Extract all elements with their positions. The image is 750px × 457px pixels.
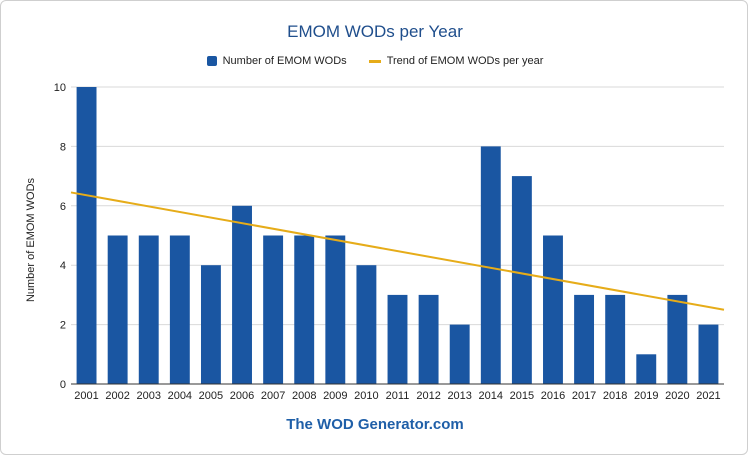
x-tick-label: 2001: [74, 390, 98, 402]
bar: [636, 354, 657, 384]
x-tick-label: 2013: [447, 390, 471, 402]
x-tick-label: 2010: [354, 390, 378, 402]
y-tick-label: 0: [60, 379, 66, 391]
x-tick-label: 2014: [479, 390, 503, 402]
bar: [387, 294, 408, 384]
bar: [480, 146, 501, 384]
x-tick-label: 2002: [105, 390, 129, 402]
y-tick-label: 2: [60, 320, 66, 332]
x-tick-label: 2016: [541, 390, 565, 402]
bar: [667, 294, 688, 384]
bar: [449, 324, 470, 384]
x-tick-label: 2019: [634, 390, 658, 402]
footer-brand: The WOD Generator.com: [286, 416, 464, 433]
x-tick-label: 2018: [603, 390, 627, 402]
legend: Number of EMOM WODs Trend of EMOM WODs p…: [0, 55, 750, 67]
x-tick-label: 2012: [416, 390, 440, 402]
y-tick-label: 6: [60, 201, 66, 213]
legend-trend-swatch: [368, 59, 381, 63]
bar: [169, 235, 190, 384]
x-tick-label: 2011: [386, 390, 410, 402]
trend-line: [70, 191, 725, 311]
y-tick-label: 10: [54, 82, 66, 94]
bar: [232, 205, 252, 384]
x-tick-label: 2007: [261, 390, 285, 402]
bar: [356, 265, 377, 384]
bar: [325, 235, 346, 384]
x-tick-label: 2006: [230, 390, 254, 402]
y-tick-label: 4: [60, 260, 66, 272]
legend-bar-swatch: [206, 56, 217, 66]
chart-title: EMOM WODs per Year: [287, 22, 463, 41]
bar: [76, 87, 97, 384]
bar: [294, 235, 315, 384]
x-tick-label: 2003: [136, 390, 160, 402]
x-tick-label: 2005: [199, 390, 223, 402]
bar: [511, 176, 532, 384]
bar: [263, 235, 284, 384]
bar: [543, 235, 563, 384]
bar: [605, 294, 626, 384]
x-tick-label: 2004: [168, 390, 192, 402]
x-tick-label: 2017: [572, 390, 596, 402]
x-tick-label: 2009: [323, 390, 347, 402]
bar: [574, 294, 595, 384]
y-tick-label: 8: [60, 141, 66, 153]
legend-label-bars: Number of EMOM WODs: [222, 55, 347, 67]
legend-label-trend: Trend of EMOM WODs per year: [386, 55, 544, 67]
legend-item-trend: Trend of EMOM WODs per year: [368, 55, 544, 67]
x-tick-label: 2008: [292, 390, 316, 402]
bar: [418, 294, 439, 384]
x-tick-label: 2021: [696, 390, 720, 402]
bar: [200, 265, 221, 384]
x-tick-label: 2015: [510, 390, 534, 402]
bar: [107, 235, 128, 384]
x-tick-label: 2020: [665, 390, 689, 402]
bar: [698, 324, 719, 384]
bar: [138, 235, 159, 384]
legend-item-bars: Number of EMOM WODs: [206, 55, 347, 67]
